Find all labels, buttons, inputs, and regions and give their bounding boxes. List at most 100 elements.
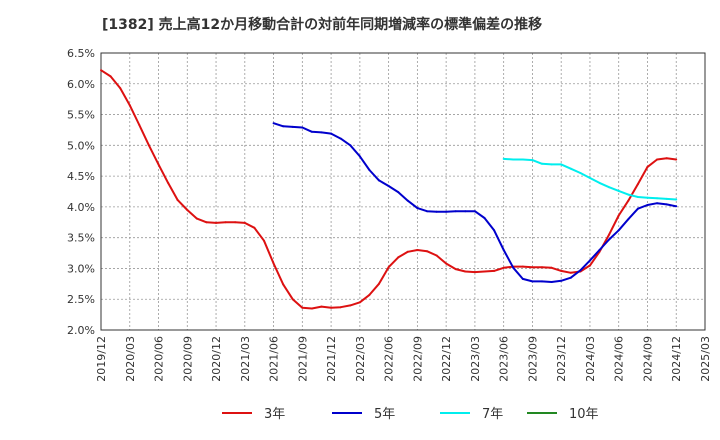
x-tick-label: 2024/03 — [584, 336, 597, 382]
data-point — [138, 124, 141, 126]
data-point — [636, 196, 639, 198]
data-point — [349, 144, 352, 147]
data-point — [387, 266, 390, 269]
data-point — [310, 130, 313, 133]
data-point — [646, 196, 649, 199]
data-point — [579, 269, 582, 272]
data-point — [521, 158, 524, 161]
y-tick-label: 2.5% — [67, 293, 95, 306]
data-point — [387, 185, 390, 187]
x-tick-label: 2023/06 — [498, 336, 511, 382]
y-tick-label: 2.0% — [67, 324, 95, 337]
data-point — [128, 104, 131, 107]
data-point — [521, 265, 524, 268]
data-point — [550, 163, 553, 166]
data-point — [550, 266, 553, 269]
data-point — [167, 181, 170, 184]
data-point — [589, 177, 591, 179]
data-point — [569, 167, 572, 170]
data-point — [205, 221, 208, 224]
data-point — [521, 277, 524, 280]
legend-label: 5年 — [374, 407, 395, 422]
x-tick-label: 2021/03 — [239, 336, 252, 382]
data-point — [330, 306, 333, 309]
y-tick-label: 6.5% — [67, 47, 95, 60]
data-point — [512, 158, 515, 161]
data-point — [378, 282, 380, 285]
x-tick-label: 2024/09 — [641, 336, 654, 382]
data-point — [243, 221, 246, 224]
data-point — [224, 221, 227, 224]
data-point — [397, 256, 400, 259]
data-point — [493, 229, 496, 232]
y-tick-label: 5.0% — [67, 139, 95, 152]
data-point — [617, 214, 620, 217]
data-point — [263, 239, 265, 242]
data-point — [665, 157, 668, 160]
legend-label: 7年 — [482, 407, 503, 422]
data-point — [502, 157, 505, 160]
legend-label: 10年 — [569, 407, 599, 422]
data-point — [426, 250, 428, 253]
data-point — [147, 144, 150, 147]
x-tick-label: 2023/09 — [526, 336, 539, 382]
data-point — [493, 269, 496, 272]
data-point — [665, 197, 668, 200]
data-point — [502, 249, 505, 251]
data-point — [627, 193, 630, 196]
data-point — [560, 279, 563, 282]
data-point — [349, 304, 352, 307]
data-point — [368, 169, 371, 171]
plot-frame — [100, 52, 706, 331]
y-tick-label: 6.0% — [67, 78, 95, 91]
data-point — [598, 181, 601, 184]
x-tick-label: 2022/09 — [411, 336, 424, 382]
data-point — [598, 249, 601, 251]
x-tick-label: 2022/12 — [440, 336, 453, 382]
data-point — [464, 210, 467, 213]
y-tick-label: 4.5% — [67, 170, 95, 183]
data-point — [426, 210, 428, 213]
data-point — [627, 218, 630, 221]
data-point — [608, 238, 611, 241]
x-tick-label: 2025/03 — [699, 336, 712, 382]
data-point — [454, 210, 457, 213]
data-point — [406, 199, 409, 202]
data-point — [589, 264, 591, 267]
data-point — [665, 203, 668, 206]
data-point — [608, 233, 611, 236]
data-point — [406, 250, 409, 253]
data-point — [483, 270, 486, 273]
x-tick-label: 2020/03 — [124, 336, 137, 382]
y-tick-label: 3.5% — [67, 232, 95, 245]
data-point — [310, 307, 313, 310]
data-point — [272, 262, 275, 265]
data-point — [176, 199, 179, 202]
x-tick-label: 2019/12 — [95, 336, 108, 382]
x-tick-label: 2020/12 — [210, 336, 223, 382]
data-point — [282, 125, 285, 128]
x-tick-label: 2024/06 — [613, 336, 626, 382]
data-point — [560, 163, 563, 166]
data-point — [675, 198, 678, 201]
x-tick-label: 2023/12 — [555, 336, 568, 382]
data-point — [541, 266, 543, 269]
data-point — [157, 163, 160, 166]
x-tick-label: 2020/09 — [181, 336, 194, 382]
data-point — [435, 210, 438, 213]
data-point — [531, 159, 534, 162]
data-point — [589, 259, 591, 262]
data-point — [358, 301, 361, 304]
data-point — [608, 186, 611, 189]
x-tick-label: 2022/06 — [383, 336, 396, 382]
data-point — [560, 269, 563, 272]
data-point — [282, 283, 285, 286]
data-point — [675, 205, 678, 208]
x-tick-label: 2024/12 — [670, 336, 683, 382]
data-point — [339, 137, 342, 140]
data-point — [531, 280, 534, 283]
data-point — [378, 179, 380, 182]
data-point — [541, 162, 543, 165]
data-point — [330, 132, 333, 135]
